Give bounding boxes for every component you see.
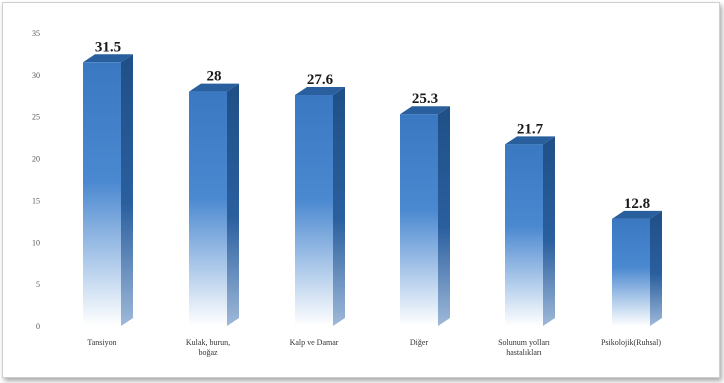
bar-top [189, 83, 239, 92]
data-label: 25.3 [412, 91, 438, 107]
y-axis: 0 5 10 15 20 25 30 35 [32, 29, 40, 331]
y-tick-label: 0 [36, 322, 40, 331]
x-axis-labels: Tansiyon Kulak, burun, boğaz Kalp ve Damar D… [87, 338, 661, 357]
y-tick-label: 15 [32, 196, 40, 205]
category-label: Kulak, burun, boğaz [186, 338, 230, 357]
bar-top [505, 136, 555, 145]
bar-side [438, 106, 450, 327]
bar-front [505, 144, 543, 326]
bar-front [189, 91, 227, 326]
bar-front [295, 94, 333, 326]
data-label: 21.7 [517, 121, 544, 137]
bar-side [227, 83, 239, 326]
category-label: Tansiyon [87, 338, 116, 347]
category-label: Kalp ve Damar [290, 338, 339, 347]
data-label: 27.6 [307, 72, 334, 88]
bar-front [83, 62, 121, 327]
y-tick-label: 20 [32, 155, 40, 164]
bar-side [650, 210, 662, 326]
data-label: 31.5 [95, 39, 121, 55]
bars: 31.5 28 27.6 25.3 21.7 12.8 [83, 39, 662, 327]
bar-top [83, 54, 133, 63]
bar: 12.8 [612, 196, 662, 326]
y-tick-label: 35 [32, 29, 40, 38]
bar-side [543, 136, 555, 326]
y-tick-label: 5 [36, 280, 40, 289]
category-label: Diğer [410, 338, 429, 347]
category-label: Solunum yolları hastalıkları [498, 338, 551, 357]
bar: 21.7 [505, 121, 555, 326]
bar: 27.6 [295, 72, 345, 326]
bar-front [612, 218, 650, 326]
bar-top [400, 106, 450, 115]
category-label: Psikolojik(Ruhsal) [601, 338, 661, 347]
y-tick-label: 10 [32, 238, 40, 247]
bar: 28 [189, 69, 239, 326]
bar-front [400, 114, 438, 327]
bar-top [612, 210, 662, 219]
y-tick-label: 25 [32, 113, 40, 122]
y-tick-label: 30 [32, 71, 40, 80]
bar-side [121, 54, 133, 327]
bar: 31.5 [83, 39, 133, 327]
bar-top [295, 86, 345, 95]
bar: 25.3 [400, 91, 450, 327]
data-label: 28 [207, 69, 222, 85]
bar-side [333, 86, 345, 326]
data-label: 12.8 [624, 196, 650, 212]
